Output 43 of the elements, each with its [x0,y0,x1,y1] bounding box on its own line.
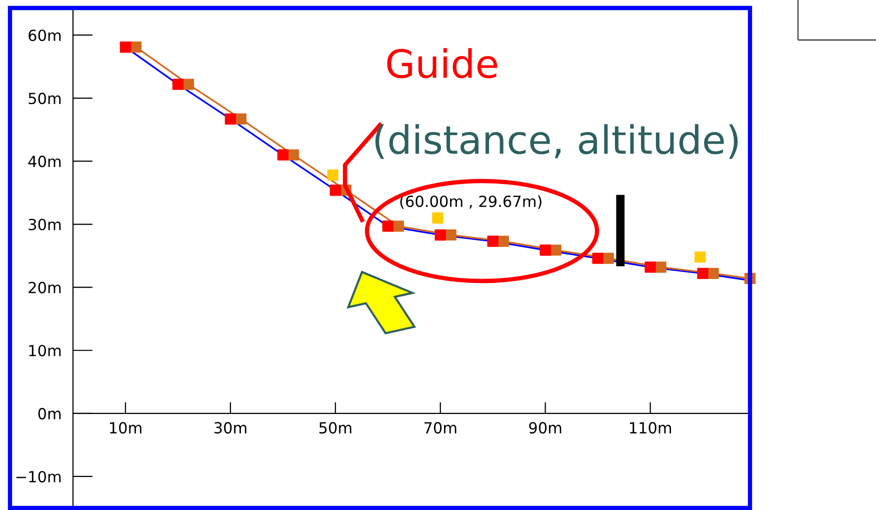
point [392,220,404,232]
point [432,212,444,224]
annotation: (60.00m , 29.67m) [400,195,542,209]
y-tick-label: 60m [28,30,61,42]
point [288,149,299,160]
point [445,229,456,241]
point [498,236,509,247]
point [182,78,194,90]
point [694,251,706,263]
y-tick-label: 50m [28,92,61,104]
point [644,262,656,273]
point [330,184,342,196]
annotation: Guide [387,48,498,78]
point [602,252,614,264]
x-tick-label: 110m [630,422,672,434]
point [434,229,446,241]
y-tick-label: 10m [29,344,61,356]
x-tick-label: 70m [424,422,456,434]
y-tick-label: −10m [16,470,61,482]
point [235,113,246,125]
point [172,78,184,90]
point [697,268,708,280]
point [130,42,142,53]
point [120,41,132,53]
x-tick-label: 30m [214,422,246,434]
y-tick-label: 20m [28,282,61,294]
y-tick-label: 0m [38,408,61,420]
point [487,236,498,247]
x-tick-label: 10m [110,422,142,434]
annotation: (distance, altitude) [375,124,738,159]
point [708,268,719,280]
point [550,244,562,256]
x-tick-label: 90m [529,422,562,434]
point [382,220,394,232]
point [224,113,236,125]
point [327,169,338,181]
y-tick-label: 40m [28,156,61,168]
y-tick-label: 30m [28,218,61,230]
point [540,244,551,256]
x-tick-label: 50m [319,422,352,434]
point [592,252,604,264]
point [277,149,289,161]
point [655,262,666,273]
